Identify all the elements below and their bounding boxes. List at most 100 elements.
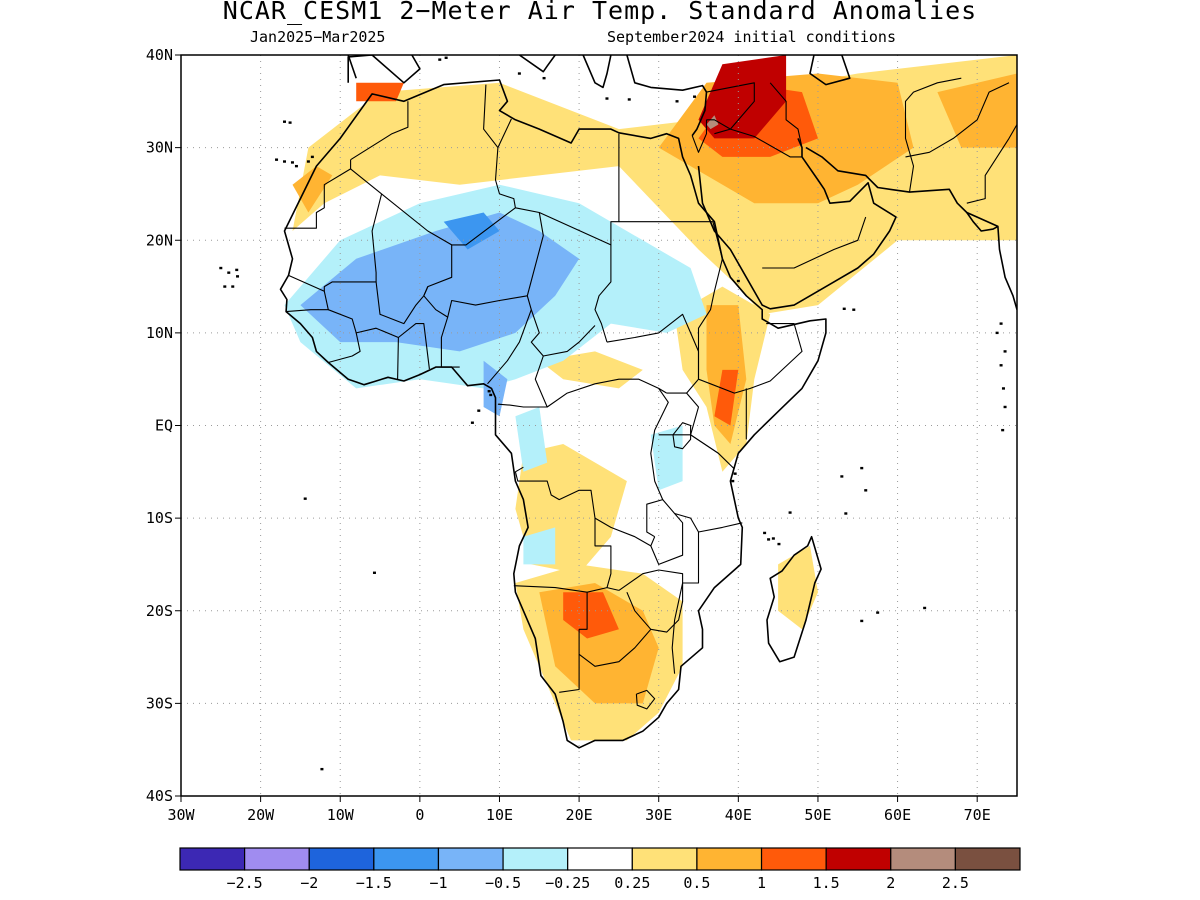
coastline-iberia-north	[347, 55, 357, 79]
border-syria-iraq	[706, 82, 755, 130]
island-comoros-1	[767, 538, 771, 541]
anomaly-region-5	[778, 545, 818, 630]
anomaly-region-22	[483, 360, 508, 417]
island-canaries-3	[294, 164, 298, 168]
colorbar-swatch-10	[825, 847, 892, 871]
colorbar-swatch-4	[437, 847, 504, 871]
anomaly-region-19	[650, 425, 683, 491]
colorbar-label-10: 2	[886, 874, 895, 892]
island-socotra-1	[852, 308, 856, 311]
lon-tick-label-9: 60E	[884, 806, 911, 824]
island-crete-1	[627, 98, 631, 101]
coastline-turkey	[626, 55, 708, 93]
anomaly-region-13	[714, 369, 739, 426]
colorbar-label-5: −0.25	[545, 874, 590, 892]
colorbar-label-8: 1	[757, 874, 766, 892]
lon-tick-label-2: 10W	[327, 806, 355, 824]
lon-tick-label-8: 50E	[804, 806, 831, 824]
colorbar: −2.5 −2 −1.5 −1 −0.5 −0.25 0.25 0.5 1 1.5 2 2.5	[179, 847, 1021, 892]
lon-tick-label-10: 70E	[964, 806, 991, 824]
island-canaries-1	[283, 160, 287, 163]
lon-tick-label-3: 0	[415, 806, 424, 824]
island-maldives-1	[1003, 405, 1007, 409]
border-cameroon-car	[497, 355, 548, 408]
lat-tick-label-8: 40S	[146, 787, 173, 805]
border-pakistan	[905, 82, 1010, 158]
lat-tick-label-4: EQ	[155, 417, 173, 435]
island-canaries-5	[310, 155, 314, 159]
island-cape-verde-3	[223, 285, 227, 288]
border-botswana-sa	[578, 628, 652, 667]
border-saudi-yemen	[762, 216, 867, 269]
island-balearics-0	[438, 58, 442, 61]
border-sudan-chad	[594, 244, 612, 343]
lon-tick-label-4: 10E	[486, 806, 513, 824]
lat-tick-label-6: 20S	[146, 602, 173, 620]
colorbar-label-1: −2	[300, 874, 318, 892]
island-zanzibar-0	[731, 479, 735, 483]
island-mauritius-reunion-0	[876, 611, 880, 614]
island-seychelles-4	[788, 511, 792, 514]
colorbar-swatch-8	[696, 847, 763, 871]
map-subtitle-initial-conditions: September2024 initial conditions	[607, 28, 896, 46]
island-cyprus-0	[675, 100, 679, 103]
island-lakshadweep-0	[995, 331, 999, 335]
island-seychelles-2	[864, 489, 868, 492]
island-sao-tome-1	[477, 409, 481, 412]
border-angola-zambia	[594, 518, 612, 588]
island-seychelles-3	[844, 512, 848, 515]
island-lakshadweep-1	[999, 322, 1003, 325]
island-seychelles-0	[860, 466, 864, 470]
anomaly-region-20	[523, 527, 556, 565]
border-ethiopia	[697, 221, 803, 394]
islands	[219, 56, 1007, 771]
map-title: NCAR_CESM1 2−Meter Air Temp. Standard An…	[222, 0, 978, 25]
border-lesotho	[635, 689, 656, 710]
colorbar-swatch-11	[890, 847, 956, 871]
island-maldives-0	[1001, 387, 1005, 390]
colorbar-label-11: 2.5	[942, 874, 969, 892]
longitude-axis: 30W 20W 10W 0 10E 20E 30E 40E 50E 60E 70E	[167, 796, 991, 824]
island-dahlak-0	[736, 279, 740, 283]
lat-tick-label-0: 40N	[146, 46, 173, 64]
anomaly-region-10	[292, 166, 333, 213]
border-libya	[497, 118, 512, 148]
anomaly-region-15	[698, 55, 787, 139]
border-tanzania-south	[662, 499, 743, 533]
island-cape-verde-5	[235, 268, 239, 272]
island-sicily-1	[542, 76, 546, 80]
island-mauritius-reunion-1	[860, 619, 864, 623]
island-madeira-1	[288, 121, 292, 124]
lat-tick-label-7: 30S	[146, 694, 173, 712]
island-cape-verde-4	[236, 275, 240, 278]
border-guinea	[328, 309, 361, 364]
coastline-caspian	[809, 55, 851, 86]
colorbar-swatch-7	[631, 847, 698, 871]
colorbar-label-2: −1.5	[356, 874, 392, 892]
border-nigeria	[440, 316, 460, 368]
island-tristan-0	[320, 767, 324, 771]
coastline-africa	[279, 79, 827, 749]
island-socotra-0	[842, 307, 846, 310]
colorbar-swatch-3	[373, 847, 440, 871]
colorbar-label-6: 0.25	[614, 874, 650, 892]
country-borders	[284, 77, 1017, 710]
coastlines	[279, 55, 1017, 749]
border-drc-east	[646, 388, 669, 538]
colorbar-swatch-9	[760, 847, 827, 871]
border-nigeria-cameroon	[487, 309, 532, 385]
island-comoros-2	[771, 537, 775, 540]
island-maldives-3	[999, 364, 1003, 367]
lon-tick-label-0: 30W	[167, 806, 195, 824]
colorbar-label-0: −2.5	[227, 874, 263, 892]
colorbar-swatch-5	[502, 847, 569, 871]
island-bioko-1	[489, 393, 493, 397]
border-ghana	[398, 323, 430, 370]
colorbar-swatch-2	[308, 847, 375, 871]
island-seychelles-1	[840, 475, 844, 478]
border-chad-niger	[526, 212, 596, 357]
border-morocco-algeria	[350, 101, 409, 161]
anomaly-region-12	[563, 592, 619, 639]
island-maldives-2	[1001, 428, 1005, 432]
